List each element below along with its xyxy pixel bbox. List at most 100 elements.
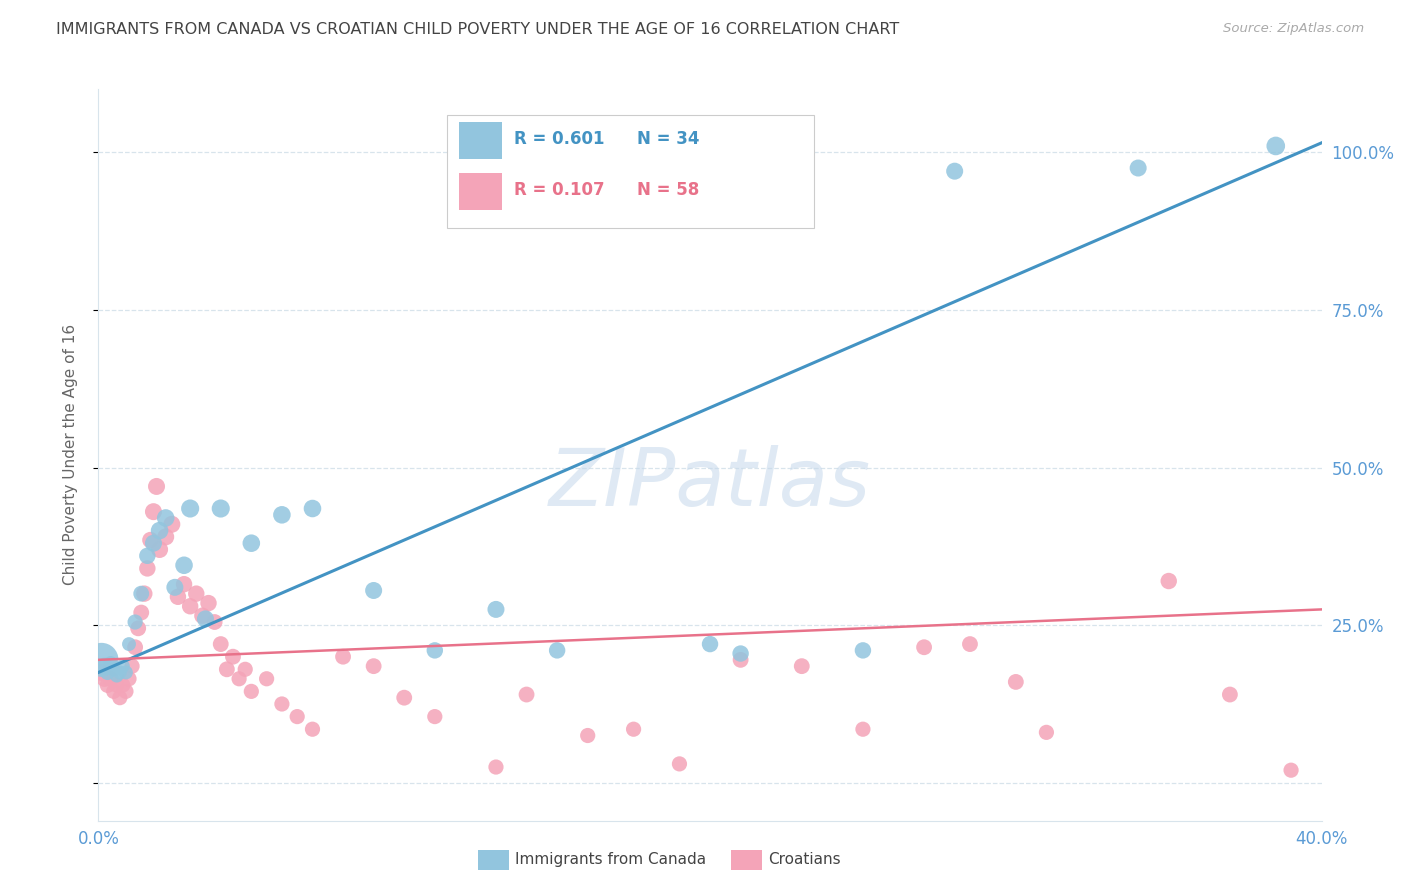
FancyBboxPatch shape <box>460 122 502 159</box>
Point <box>204 615 226 629</box>
Point <box>97 678 120 692</box>
Text: Croatians: Croatians <box>768 853 841 867</box>
Point <box>730 647 752 661</box>
Point <box>142 505 165 519</box>
Point <box>363 583 385 598</box>
Point <box>730 653 752 667</box>
Point <box>118 637 141 651</box>
Text: IMMIGRANTS FROM CANADA VS CROATIAN CHILD POVERTY UNDER THE AGE OF 16 CORRELATION: IMMIGRANTS FROM CANADA VS CROATIAN CHILD… <box>56 22 900 37</box>
FancyBboxPatch shape <box>447 115 814 228</box>
Point <box>301 723 323 737</box>
Point <box>100 672 122 686</box>
Point <box>155 530 177 544</box>
Point <box>256 672 278 686</box>
Point <box>163 580 186 594</box>
Point <box>332 649 354 664</box>
Point <box>240 536 263 550</box>
Text: R = 0.601: R = 0.601 <box>515 130 605 148</box>
Point <box>186 587 208 601</box>
Text: N = 34: N = 34 <box>637 130 699 148</box>
Point <box>790 659 813 673</box>
Point <box>142 536 165 550</box>
Point <box>111 659 134 673</box>
Text: Source: ZipAtlas.com: Source: ZipAtlas.com <box>1223 22 1364 36</box>
Point <box>108 665 131 680</box>
Text: N = 58: N = 58 <box>637 181 699 199</box>
Point <box>270 697 292 711</box>
Point <box>546 643 568 657</box>
Point <box>194 612 217 626</box>
Point <box>103 662 125 676</box>
Point <box>240 684 263 698</box>
Point <box>285 709 308 723</box>
Point <box>423 643 446 657</box>
Point <box>233 662 256 676</box>
Text: Immigrants from Canada: Immigrants from Canada <box>515 853 706 867</box>
Point <box>1004 674 1026 689</box>
Point <box>136 561 159 575</box>
Point <box>136 549 159 563</box>
Point <box>392 690 416 705</box>
Point <box>576 729 599 743</box>
Point <box>105 678 128 692</box>
Point <box>423 709 446 723</box>
Point <box>215 662 238 676</box>
Point <box>668 756 690 771</box>
Point <box>516 688 538 702</box>
Y-axis label: Child Poverty Under the Age of 16: Child Poverty Under the Age of 16 <box>63 325 77 585</box>
Point <box>129 606 152 620</box>
Point <box>173 577 195 591</box>
Point <box>103 684 125 698</box>
Point <box>173 558 195 573</box>
Point <box>209 501 232 516</box>
Point <box>179 501 201 516</box>
Point <box>197 596 219 610</box>
Point <box>852 643 875 657</box>
Point <box>485 760 508 774</box>
Point <box>129 587 152 601</box>
Point <box>108 690 131 705</box>
Point <box>167 590 190 604</box>
Point <box>959 637 981 651</box>
Point <box>93 672 115 686</box>
Point <box>1264 139 1286 153</box>
Point <box>145 479 167 493</box>
FancyBboxPatch shape <box>460 173 502 210</box>
Point <box>179 599 201 614</box>
Point <box>222 649 245 664</box>
Point <box>139 533 162 547</box>
Point <box>209 637 232 651</box>
Point <box>124 640 146 655</box>
Point <box>100 656 122 670</box>
Point <box>1035 725 1057 739</box>
Point <box>149 542 172 557</box>
Point <box>485 602 508 616</box>
Point <box>912 640 935 655</box>
Point <box>301 501 323 516</box>
Point <box>124 615 146 629</box>
Point <box>943 164 966 178</box>
Point <box>191 608 214 623</box>
Point <box>1128 161 1150 175</box>
Point <box>93 659 115 673</box>
Point <box>270 508 292 522</box>
Point <box>90 665 112 680</box>
Point <box>363 659 385 673</box>
Point <box>118 672 141 686</box>
Point <box>149 524 172 538</box>
Point <box>115 665 138 680</box>
Point <box>852 723 875 737</box>
Point <box>134 587 156 601</box>
Point <box>228 672 250 686</box>
Point <box>111 678 134 692</box>
Point <box>127 621 149 635</box>
Point <box>115 684 138 698</box>
Point <box>1157 574 1180 588</box>
Point <box>105 668 128 682</box>
Text: ZIPatlas: ZIPatlas <box>548 445 872 524</box>
Point <box>97 665 120 680</box>
Text: R = 0.107: R = 0.107 <box>515 181 605 199</box>
Point <box>699 637 721 651</box>
Point <box>160 517 183 532</box>
Point <box>1279 763 1302 777</box>
